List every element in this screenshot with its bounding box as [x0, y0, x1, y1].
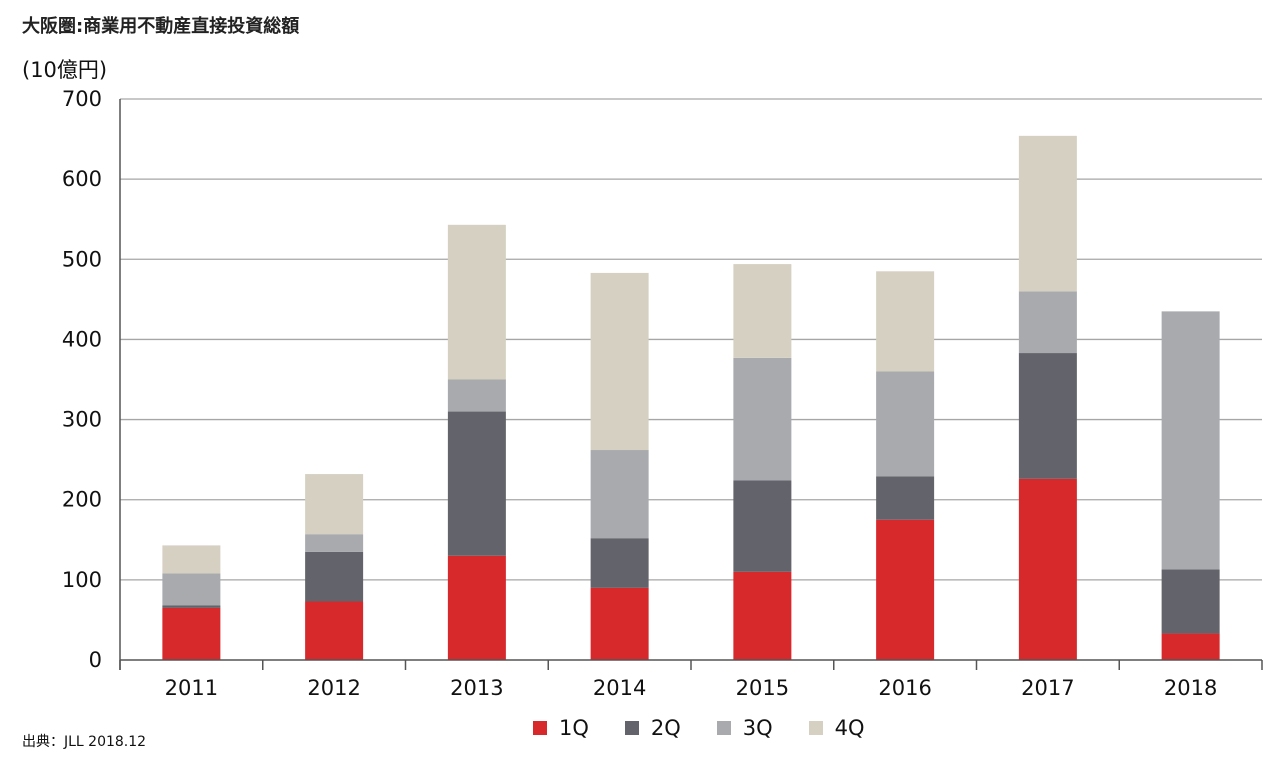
legend-swatch-3q: [716, 721, 731, 735]
bar-2014-4Q: [590, 272, 649, 451]
x-tick-label-2015: 2015: [736, 676, 789, 700]
bar-2018-3Q: [1161, 311, 1220, 570]
bar-2017-4Q: [1018, 135, 1077, 292]
bar-2012-3Q: [305, 534, 364, 552]
bar-2015-2Q: [733, 480, 792, 572]
legend-swatch-4q: [808, 721, 823, 735]
legend-item-1q: 1Q: [533, 716, 589, 740]
bar-2013-1Q: [447, 555, 506, 660]
bar-2012-4Q: [305, 474, 364, 535]
legend-label-4q: 4Q: [834, 716, 865, 740]
legend-swatch-1q: [533, 721, 547, 735]
legend: 1Q 2Q 3Q 4Q: [533, 716, 901, 740]
bar-2015-3Q: [733, 357, 792, 481]
y-tick-label-600: 600: [62, 167, 102, 191]
legend-swatch-2q: [624, 721, 639, 735]
legend-item-3q: 3Q: [716, 716, 773, 740]
source-note: 出典：JLL 2018.12: [22, 734, 147, 750]
legend-label-2q: 2Q: [650, 716, 681, 740]
y-tick-label-400: 400: [62, 327, 102, 351]
bar-2016-1Q: [876, 519, 935, 660]
bar-2011-3Q: [162, 573, 221, 606]
x-tick-label-2017: 2017: [1021, 676, 1074, 700]
bar-2011-4Q: [162, 545, 221, 574]
bar-2017-1Q: [1018, 478, 1077, 660]
bar-2018-1Q: [1161, 633, 1220, 660]
bar-2018-2Q: [1161, 569, 1220, 634]
legend-item-4q: 4Q: [808, 716, 865, 740]
legend-label-3q: 3Q: [742, 716, 773, 740]
x-tick-label-2014: 2014: [593, 676, 646, 700]
y-axis-unit-label: (10億円): [22, 58, 108, 82]
x-tick-label-2011: 2011: [165, 676, 218, 700]
bar-2017-3Q: [1018, 291, 1077, 354]
bar-2012-1Q: [305, 601, 364, 660]
x-tick-label-2012: 2012: [307, 676, 360, 700]
bar-2012-2Q: [305, 551, 364, 602]
x-tick-label-2018: 2018: [1164, 676, 1217, 700]
legend-label-1q: 1Q: [559, 716, 589, 740]
y-tick-label-0: 0: [89, 648, 102, 672]
bar-2015-1Q: [733, 571, 792, 660]
bar-2013-4Q: [447, 224, 506, 380]
bar-2014-1Q: [590, 587, 649, 660]
bar-2016-4Q: [876, 271, 935, 372]
bar-2014-3Q: [590, 450, 649, 539]
y-tick-label-700: 700: [62, 87, 102, 111]
y-tick-label-300: 300: [62, 408, 102, 432]
bar-2011-2Q: [162, 605, 221, 608]
bar-2017-2Q: [1018, 353, 1077, 479]
chart-title: 大阪圏:商業用不動産直接投資総額: [22, 16, 300, 37]
bar-2016-3Q: [876, 371, 935, 477]
x-tick-label-2013: 2013: [450, 676, 503, 700]
bar-2014-2Q: [590, 538, 649, 588]
axes: 0 100 200 300 400 500 600 700 2011 2012 2013 2014 20…: [62, 87, 1263, 700]
bar-2016-2Q: [876, 476, 935, 520]
y-tick-label-200: 200: [62, 488, 102, 512]
legend-item-2q: 2Q: [624, 716, 681, 740]
bar-2011-1Q: [162, 607, 221, 660]
bars: [162, 135, 1220, 660]
x-tick-label-2016: 2016: [878, 676, 931, 700]
y-tick-label-100: 100: [62, 568, 102, 592]
y-tick-label-500: 500: [62, 247, 102, 271]
bar-2013-3Q: [447, 379, 506, 412]
bar-2015-4Q: [733, 264, 792, 358]
gridlines: [120, 98, 1262, 581]
bar-2013-2Q: [447, 411, 506, 556]
